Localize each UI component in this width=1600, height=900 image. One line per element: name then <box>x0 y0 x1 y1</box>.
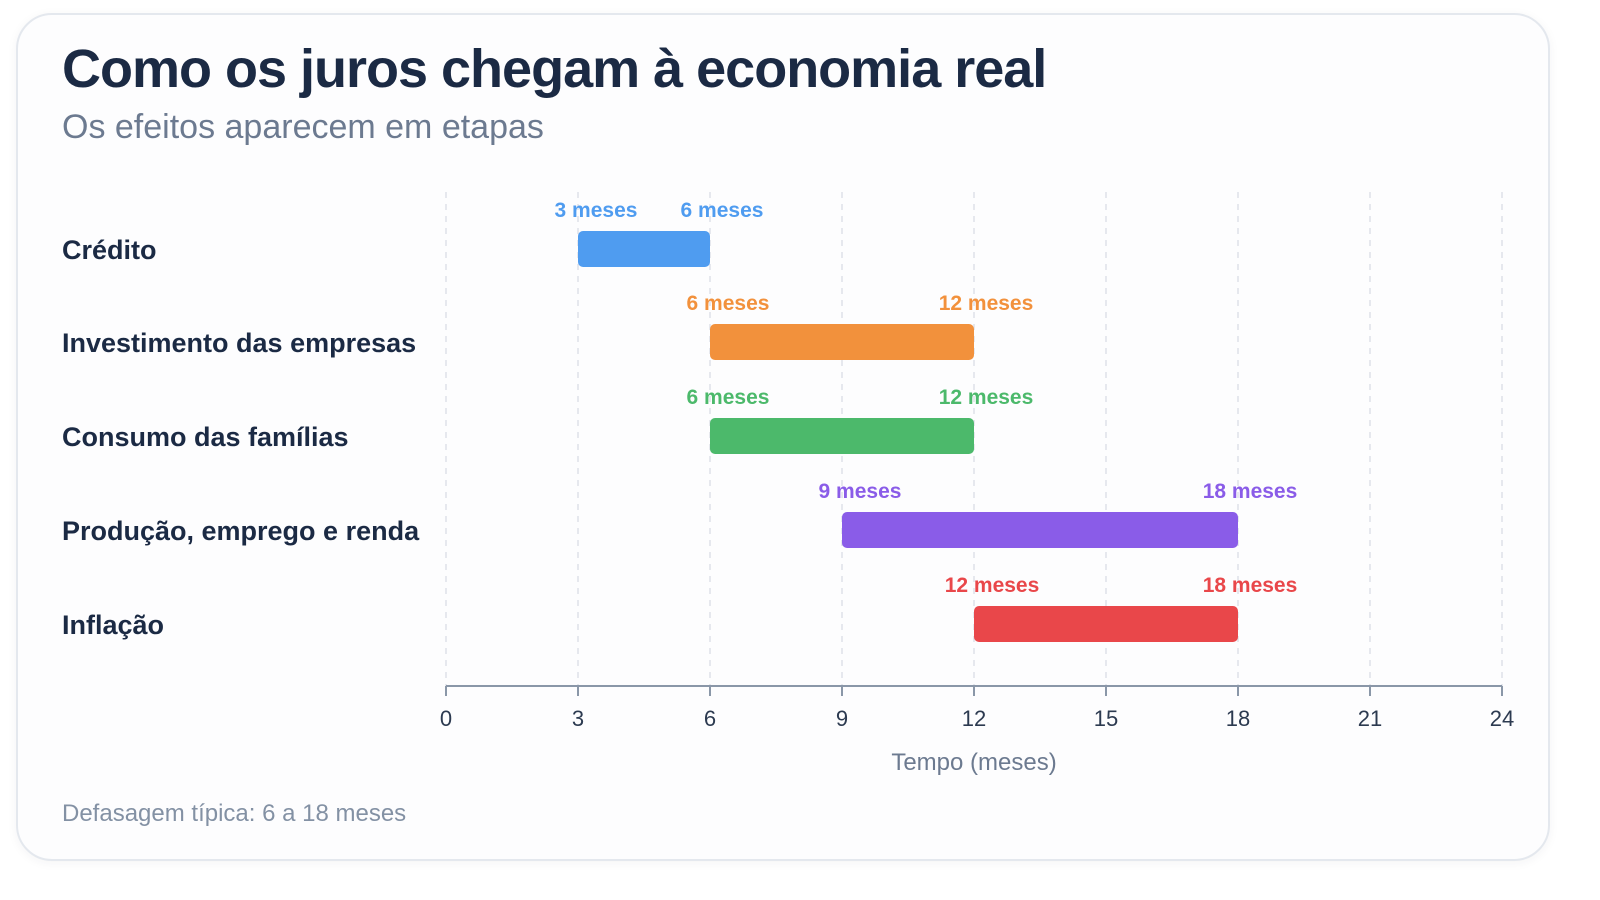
range-end-label: 18 meses <box>1203 574 1298 597</box>
x-tick-label: 0 <box>440 706 452 731</box>
x-tick-label: 6 <box>704 706 716 731</box>
x-axis-title: Tempo (meses) <box>891 749 1056 776</box>
category-label: Produção, emprego e renda <box>62 516 420 546</box>
category-label: Investimento das empresas <box>62 328 416 358</box>
range-end-label: 18 meses <box>1203 480 1298 503</box>
page-title: Como os juros chegam à economia real <box>62 39 1047 99</box>
page-subtitle: Os efeitos aparecem em etapas <box>62 108 544 146</box>
range-start-label: 12 meses <box>945 574 1040 597</box>
range-start-label: 6 meses <box>687 292 770 315</box>
category-label: Consumo das famílias <box>62 422 349 452</box>
x-tick-label: 21 <box>1358 706 1382 731</box>
x-tick-label: 9 <box>836 706 848 731</box>
footnote: Defasagem típica: 6 a 18 meses <box>62 800 407 827</box>
range-bar <box>710 324 974 360</box>
range-start-label: 6 meses <box>687 386 770 409</box>
x-tick-label: 3 <box>572 706 584 731</box>
x-tick-label: 15 <box>1094 706 1118 731</box>
range-bar <box>578 231 710 267</box>
range-bar <box>974 606 1238 642</box>
range-end-label: 12 meses <box>939 292 1034 315</box>
category-label: Inflação <box>62 610 164 640</box>
range-start-label: 9 meses <box>819 480 902 503</box>
range-bar <box>710 418 974 454</box>
range-start-label: 3 meses <box>555 199 638 222</box>
category-label: Crédito <box>62 235 157 265</box>
range-bar <box>842 512 1238 548</box>
range-end-label: 6 meses <box>681 199 764 222</box>
x-tick-label: 18 <box>1226 706 1250 731</box>
x-tick-label: 24 <box>1490 706 1514 731</box>
range-end-label: 12 meses <box>939 386 1034 409</box>
x-tick-label: 12 <box>962 706 986 731</box>
